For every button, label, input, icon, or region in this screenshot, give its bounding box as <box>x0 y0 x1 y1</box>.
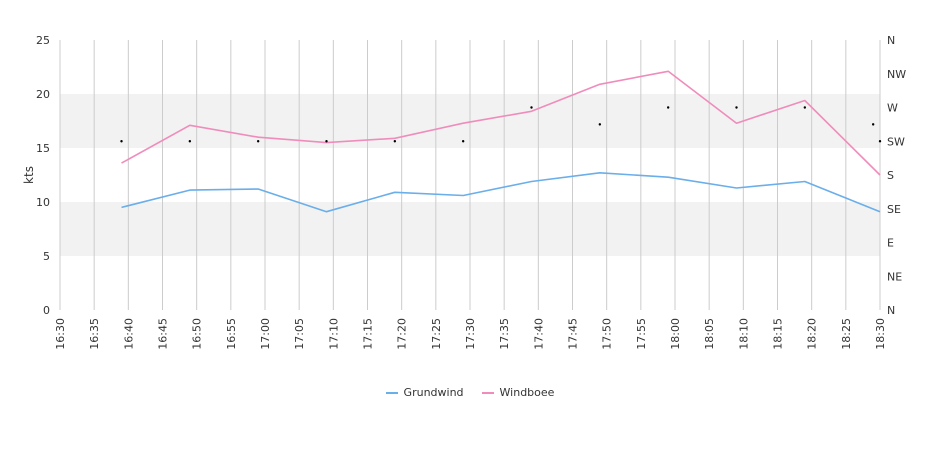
x-tick-label: 17:20 <box>396 318 409 350</box>
direction-point <box>871 123 875 126</box>
direction-point <box>598 123 602 126</box>
direction-tick-label: N <box>887 34 895 47</box>
direction-point <box>393 140 397 143</box>
series-line-windboee <box>121 70 881 176</box>
direction-tick-label: N <box>887 304 895 317</box>
x-tick-label: 17:15 <box>362 318 375 350</box>
x-tick-label: 16:50 <box>191 318 204 350</box>
x-tick-label: 18:30 <box>874 318 887 350</box>
direction-tick-label: NW <box>887 68 906 81</box>
direction-tick-label: S <box>887 169 894 182</box>
legend-swatch-windboee <box>481 391 494 394</box>
y-tick-label: 0 <box>43 304 50 317</box>
direction-tick-label: SE <box>887 203 901 216</box>
x-tick-label: 18:25 <box>840 318 853 350</box>
x-tick-label: 16:35 <box>88 318 101 350</box>
direction-tick-label: NE <box>887 270 902 283</box>
y-tick-label: 10 <box>36 196 50 209</box>
legend: Grundwind Windboee <box>0 386 940 399</box>
x-tick-label: 18:10 <box>737 318 750 350</box>
y-tick-label: 15 <box>36 142 50 155</box>
y-axis-label: kts <box>22 166 36 184</box>
x-tick-label: 17:55 <box>635 318 648 350</box>
x-tick-label: 17:35 <box>498 318 511 350</box>
y-tick-label: 25 <box>36 34 50 47</box>
direction-point <box>120 140 123 143</box>
legend-item-grundwind[interactable]: Grundwind <box>385 386 464 399</box>
direction-point <box>878 140 882 143</box>
x-tick-label: 16:40 <box>122 318 135 350</box>
direction-point <box>188 140 192 143</box>
x-tick-label: 16:55 <box>225 318 238 350</box>
series-line-grundwind <box>121 172 881 213</box>
x-tick-label: 17:30 <box>464 318 477 350</box>
legend-label-grundwind: Grundwind <box>403 386 464 399</box>
x-tick-label: 17:10 <box>327 318 340 350</box>
direction-point <box>666 106 670 109</box>
direction-point <box>735 106 738 109</box>
x-tick-label: 16:45 <box>157 318 170 350</box>
direction-tick-label: E <box>887 237 894 250</box>
x-tick-label: 17:00 <box>259 318 272 350</box>
x-tick-label: 17:05 <box>293 318 306 350</box>
direction-tick-label: W <box>887 102 898 115</box>
direction-point <box>461 140 465 143</box>
legend-label-windboee: Windboee <box>499 386 555 399</box>
x-tick-label: 16:30 <box>54 318 67 350</box>
x-tick-label: 17:50 <box>601 318 614 350</box>
direction-point <box>530 106 533 109</box>
direction-point <box>256 140 260 143</box>
x-tick-label: 17:40 <box>532 318 545 350</box>
x-tick-label: 18:00 <box>669 318 682 350</box>
x-tick-label: 18:20 <box>806 318 819 350</box>
x-tick-label: 17:25 <box>430 318 443 350</box>
y-tick-label: 5 <box>43 250 50 263</box>
x-tick-label: 18:05 <box>703 318 716 350</box>
legend-item-windboee[interactable]: Windboee <box>481 386 555 399</box>
y-tick-label: 20 <box>36 88 50 101</box>
direction-point <box>325 140 328 143</box>
legend-swatch-grundwind <box>385 391 398 394</box>
x-tick-label: 18:15 <box>772 318 785 350</box>
direction-tick-label: SW <box>887 135 905 148</box>
direction-point <box>803 106 807 109</box>
x-tick-label: 17:45 <box>567 318 580 350</box>
